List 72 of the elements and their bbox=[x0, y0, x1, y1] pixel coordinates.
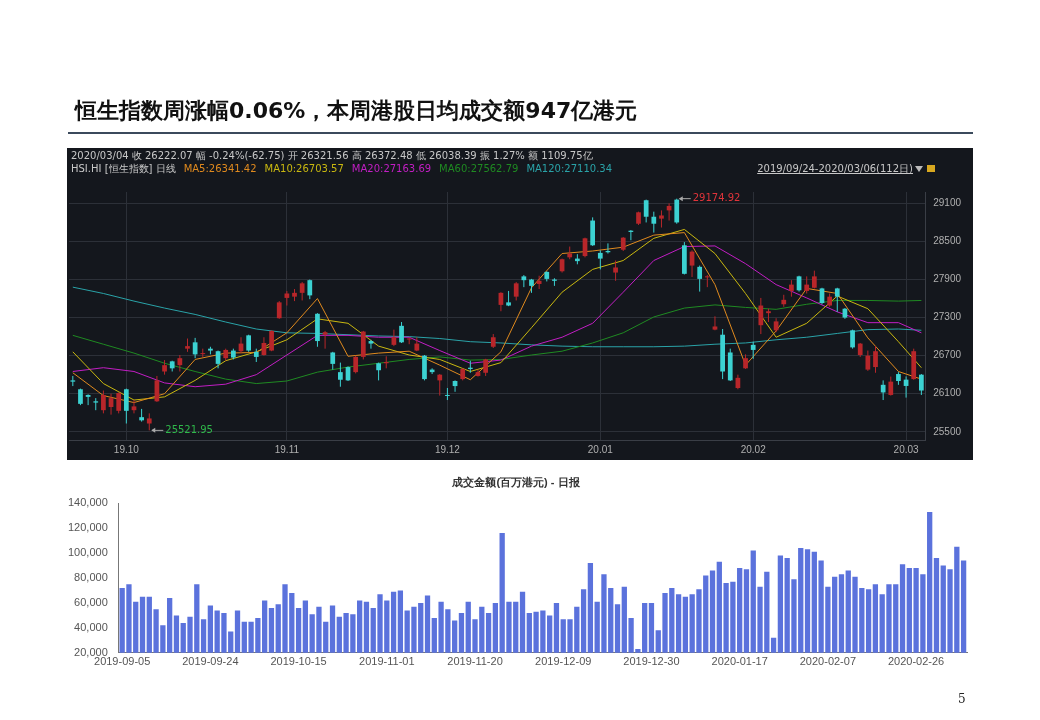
candlestick bbox=[919, 373, 924, 396]
text: MA20:27163.69 bbox=[351, 163, 432, 174]
x-tick-label: 2020-01-17 bbox=[711, 655, 768, 668]
candlestick bbox=[651, 211, 657, 234]
chart-title: 恒生指数周涨幅0.06%，本周港股日均成交额947亿港元 bbox=[75, 97, 638, 125]
candlestick bbox=[284, 290, 290, 307]
candlestick bbox=[445, 387, 450, 401]
text: MA60:27562.79 bbox=[439, 163, 519, 174]
candlestick bbox=[873, 345, 878, 374]
chart-title: 成交金额(百万港元) - 日报 bbox=[451, 475, 581, 488]
x-tick-label: 20.01 bbox=[587, 443, 614, 455]
candlestick bbox=[613, 260, 618, 282]
text: MA10:26703.57 bbox=[264, 163, 344, 174]
candlestick bbox=[712, 315, 718, 331]
y-tick-label: 27300 bbox=[933, 311, 962, 323]
text: MA5:26341.42 bbox=[183, 163, 257, 174]
candlestick bbox=[834, 287, 840, 313]
candlestick bbox=[192, 337, 198, 359]
x-tick-label: 2019-12-09 bbox=[535, 655, 592, 668]
y-tick-label: 60,000 bbox=[74, 595, 108, 608]
candlestick bbox=[338, 362, 343, 388]
candlestick bbox=[116, 391, 122, 414]
x-tick-label: 2019-10-15 bbox=[270, 655, 327, 668]
candlestick bbox=[513, 281, 519, 301]
y-tick-label: 80,000 bbox=[74, 571, 108, 584]
x-tick-label: 19.12 bbox=[434, 443, 461, 455]
candlestick bbox=[865, 350, 871, 372]
y-tick-label: 26700 bbox=[933, 349, 962, 361]
candlestick bbox=[888, 376, 894, 397]
y-tick-label: 28500 bbox=[933, 235, 962, 247]
x-tick-label: 2019-09-24 bbox=[182, 655, 239, 668]
y-tick-label: 120,000 bbox=[68, 521, 108, 534]
candlestick bbox=[704, 274, 710, 288]
y-tick-label: 27900 bbox=[933, 273, 962, 285]
chart-subtitle: 2020/03/04 收 26222.07 幅 -0.24%(-62.75) 开 26321.56 高 26372.48 低 26038.39 振 1.27% 额 1109.75亿 bbox=[71, 150, 593, 162]
candlestick bbox=[322, 330, 328, 350]
x-tick-label: 2019-09-05 bbox=[94, 655, 151, 668]
text: MA120:27110.34 bbox=[526, 163, 613, 174]
y-tick-label: 100,000 bbox=[68, 546, 108, 559]
y-tick-label: 25500 bbox=[933, 425, 962, 437]
y-tick-label: 29100 bbox=[933, 197, 962, 209]
candlestick bbox=[368, 339, 374, 350]
x-tick-label: 2019-11-20 bbox=[447, 655, 503, 668]
candlestick bbox=[101, 390, 106, 414]
x-tick-label: 20.03 bbox=[893, 443, 920, 455]
x-tick-label: 20.02 bbox=[740, 443, 767, 455]
candlestick bbox=[880, 379, 886, 401]
candlestick bbox=[536, 275, 542, 290]
x-tick-label: 19.10 bbox=[113, 443, 140, 455]
x-tick-label: 2020-02-07 bbox=[799, 655, 857, 668]
y-tick-label: 26100 bbox=[933, 387, 962, 399]
candlestick bbox=[597, 249, 603, 270]
annotation: 29174.92 bbox=[692, 192, 741, 204]
candlestick bbox=[399, 321, 404, 344]
candlestick bbox=[422, 354, 427, 381]
text: 2019/09/24-2020/03/06(112日) bbox=[757, 163, 913, 175]
candlestick bbox=[758, 297, 764, 335]
x-tick-label: 2020-02-26 bbox=[887, 655, 945, 668]
candlestick bbox=[697, 265, 703, 293]
x-tick-label: 19.11 bbox=[274, 443, 300, 455]
y-tick-label: 20,000 bbox=[74, 645, 108, 658]
y-tick-label: 40,000 bbox=[74, 620, 108, 633]
text: 5 bbox=[958, 692, 966, 706]
candlestick bbox=[123, 388, 129, 425]
candlestick bbox=[299, 281, 305, 301]
candlestick bbox=[437, 373, 443, 397]
x-tick-label: 2019-12-30 bbox=[623, 655, 680, 668]
candlestick bbox=[521, 274, 527, 288]
annotation: 25521.95 bbox=[165, 423, 213, 435]
x-tick-label: 2019-11-01 bbox=[359, 655, 415, 668]
text: HSI.HI [恒生指数] 日线 bbox=[71, 163, 176, 174]
y-tick-label: 140,000 bbox=[68, 496, 108, 509]
